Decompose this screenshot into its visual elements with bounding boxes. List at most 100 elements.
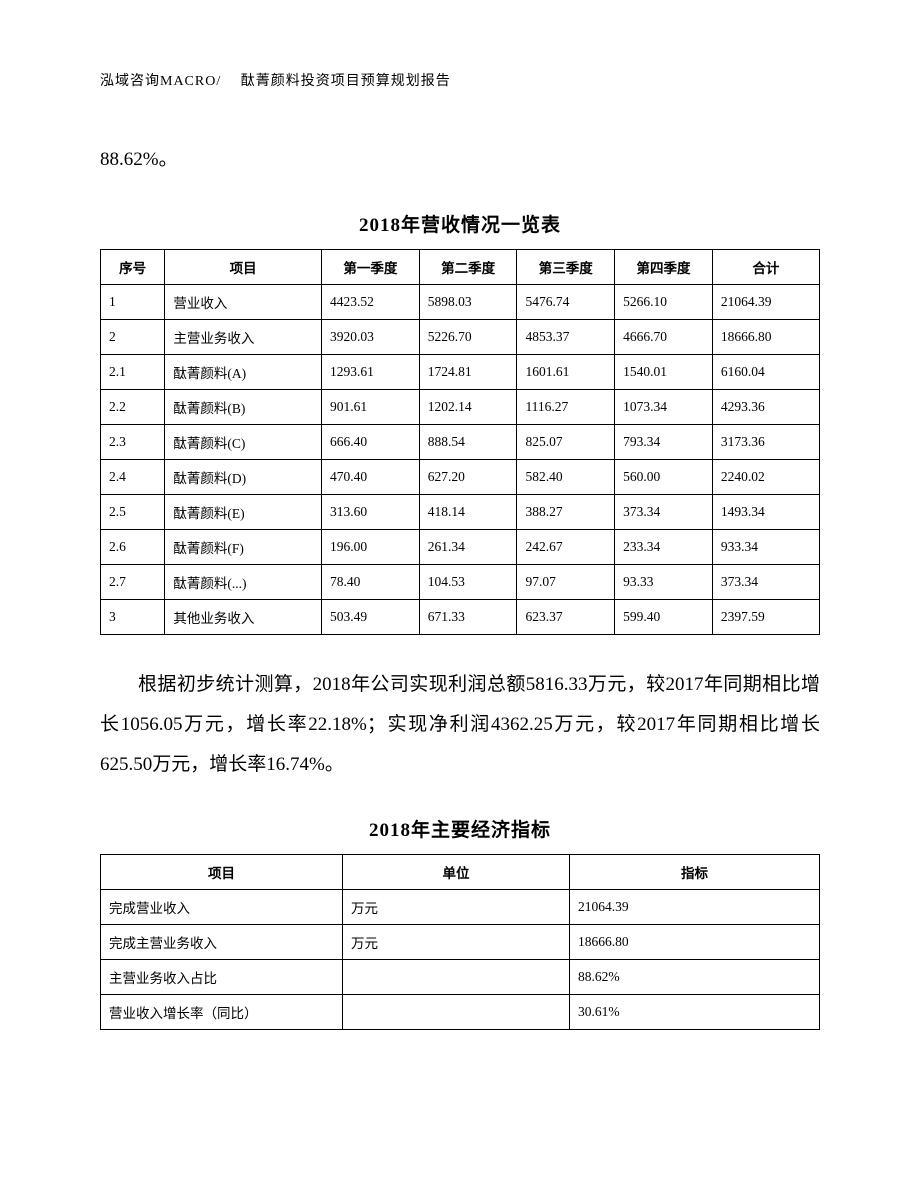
cell-q2: 671.33: [419, 599, 517, 634]
col-q1: 第一季度: [322, 249, 420, 284]
cell-q1: 503.49: [322, 599, 420, 634]
cell-q4: 93.33: [615, 564, 713, 599]
cell-unit: 万元: [343, 924, 570, 959]
col-total: 合计: [712, 249, 819, 284]
table1-title: 2018年营收情况一览表: [100, 210, 820, 237]
cell-total: 3173.36: [712, 424, 819, 459]
cell-q2: 888.54: [419, 424, 517, 459]
cell-q3: 4853.37: [517, 319, 615, 354]
cell-seq: 2.6: [101, 529, 165, 564]
table-row: 完成主营业务收入万元18666.80: [101, 924, 820, 959]
cell-q4: 793.34: [615, 424, 713, 459]
cell-item: 完成主营业务收入: [101, 924, 343, 959]
cell-total: 21064.39: [712, 284, 819, 319]
cell-item: 完成营业收入: [101, 889, 343, 924]
cell-seq: 2: [101, 319, 165, 354]
page-header: 泓域咨询MACRO/ 酞菁颜料投资项目预算规划报告: [100, 70, 820, 90]
cell-seq: 3: [101, 599, 165, 634]
indicator-table-body: 完成营业收入万元21064.39完成主营业务收入万元18666.80主营业务收入…: [101, 889, 820, 1029]
table-row: 2.3酞菁颜料(C)666.40888.54825.07793.343173.3…: [101, 424, 820, 459]
table-row: 2.1酞菁颜料(A)1293.611724.811601.611540.0161…: [101, 354, 820, 389]
cell-total: 4293.36: [712, 389, 819, 424]
cell-q2: 261.34: [419, 529, 517, 564]
cell-q3: 582.40: [517, 459, 615, 494]
col-value: 指标: [570, 854, 820, 889]
table-row: 2.5酞菁颜料(E)313.60418.14388.27373.341493.3…: [101, 494, 820, 529]
cell-q3: 242.67: [517, 529, 615, 564]
cell-q4: 373.34: [615, 494, 713, 529]
table-row: 营业收入增长率（同比） 30.61%: [101, 994, 820, 1029]
cell-item: 主营业务收入: [165, 319, 322, 354]
cell-q2: 5898.03: [419, 284, 517, 319]
indicator-table: 项目 单位 指标 完成营业收入万元21064.39完成主营业务收入万元18666…: [100, 854, 820, 1030]
table-row: 2.2酞菁颜料(B)901.611202.141116.271073.34429…: [101, 389, 820, 424]
cell-item: 其他业务收入: [165, 599, 322, 634]
cell-q4: 599.40: [615, 599, 713, 634]
paragraph-2: 根据初步统计测算，2018年公司实现利润总额5816.33万元，较2017年同期…: [100, 665, 820, 785]
cell-item: 酞菁颜料(E): [165, 494, 322, 529]
table-row: 2.6酞菁颜料(F)196.00261.34242.67233.34933.34: [101, 529, 820, 564]
cell-q1: 901.61: [322, 389, 420, 424]
cell-q4: 5266.10: [615, 284, 713, 319]
cell-seq: 2.3: [101, 424, 165, 459]
cell-item: 酞菁颜料(C): [165, 424, 322, 459]
cell-total: 2397.59: [712, 599, 819, 634]
cell-q1: 1293.61: [322, 354, 420, 389]
cell-total: 933.34: [712, 529, 819, 564]
cell-seq: 2.4: [101, 459, 165, 494]
col-seq: 序号: [101, 249, 165, 284]
cell-seq: 2.1: [101, 354, 165, 389]
cell-total: 2240.02: [712, 459, 819, 494]
table2-title: 2018年主要经济指标: [100, 815, 820, 842]
cell-unit: 万元: [343, 889, 570, 924]
cell-q3: 623.37: [517, 599, 615, 634]
cell-unit: [343, 994, 570, 1029]
cell-q2: 627.20: [419, 459, 517, 494]
cell-q2: 1724.81: [419, 354, 517, 389]
cell-item: 营业收入: [165, 284, 322, 319]
cell-total: 1493.34: [712, 494, 819, 529]
col-q3: 第三季度: [517, 249, 615, 284]
cell-q4: 4666.70: [615, 319, 713, 354]
cell-seq: 1: [101, 284, 165, 319]
cell-q1: 4423.52: [322, 284, 420, 319]
cell-item: 酞菁颜料(...): [165, 564, 322, 599]
cell-q1: 666.40: [322, 424, 420, 459]
table-row: 2.4酞菁颜料(D)470.40627.20582.40560.002240.0…: [101, 459, 820, 494]
col-item2: 项目: [101, 854, 343, 889]
cell-total: 373.34: [712, 564, 819, 599]
cell-q1: 470.40: [322, 459, 420, 494]
cell-item: 酞菁颜料(B): [165, 389, 322, 424]
cell-q3: 1116.27: [517, 389, 615, 424]
cell-total: 18666.80: [712, 319, 819, 354]
col-unit: 单位: [343, 854, 570, 889]
cell-item: 营业收入增长率（同比）: [101, 994, 343, 1029]
cell-unit: [343, 959, 570, 994]
cell-total: 6160.04: [712, 354, 819, 389]
cell-item: 酞菁颜料(F): [165, 529, 322, 564]
cell-seq: 2.7: [101, 564, 165, 599]
table-row: 1营业收入4423.525898.035476.745266.1021064.3…: [101, 284, 820, 319]
cell-q3: 97.07: [517, 564, 615, 599]
cell-q4: 233.34: [615, 529, 713, 564]
cell-seq: 2.2: [101, 389, 165, 424]
cell-q2: 418.14: [419, 494, 517, 529]
cell-q3: 825.07: [517, 424, 615, 459]
cell-q1: 78.40: [322, 564, 420, 599]
cell-value: 18666.80: [570, 924, 820, 959]
cell-value: 30.61%: [570, 994, 820, 1029]
cell-q4: 560.00: [615, 459, 713, 494]
revenue-table-body: 1营业收入4423.525898.035476.745266.1021064.3…: [101, 284, 820, 634]
page: 泓域咨询MACRO/ 酞菁颜料投资项目预算规划报告 88.62%。 2018年营…: [0, 0, 920, 1191]
fragment-text: 88.62%。: [100, 140, 820, 180]
cell-q3: 5476.74: [517, 284, 615, 319]
table-row: 主营业务收入占比88.62%: [101, 959, 820, 994]
cell-q3: 388.27: [517, 494, 615, 529]
table-row: 完成营业收入万元21064.39: [101, 889, 820, 924]
cell-value: 21064.39: [570, 889, 820, 924]
cell-q2: 104.53: [419, 564, 517, 599]
cell-q1: 196.00: [322, 529, 420, 564]
table-header-row: 项目 单位 指标: [101, 854, 820, 889]
cell-q1: 313.60: [322, 494, 420, 529]
table-header-row: 序号 项目 第一季度 第二季度 第三季度 第四季度 合计: [101, 249, 820, 284]
